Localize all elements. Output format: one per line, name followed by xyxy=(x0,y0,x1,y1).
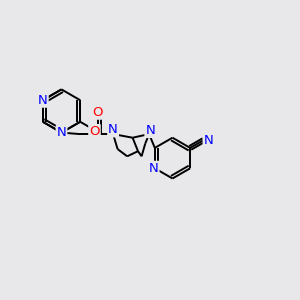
Text: N: N xyxy=(204,134,213,147)
Text: N: N xyxy=(57,126,66,139)
Text: N: N xyxy=(108,123,118,136)
Text: N: N xyxy=(38,94,48,107)
Text: O: O xyxy=(92,106,103,119)
Text: N: N xyxy=(146,124,155,137)
Text: O: O xyxy=(89,125,100,138)
Text: N: N xyxy=(149,162,158,175)
